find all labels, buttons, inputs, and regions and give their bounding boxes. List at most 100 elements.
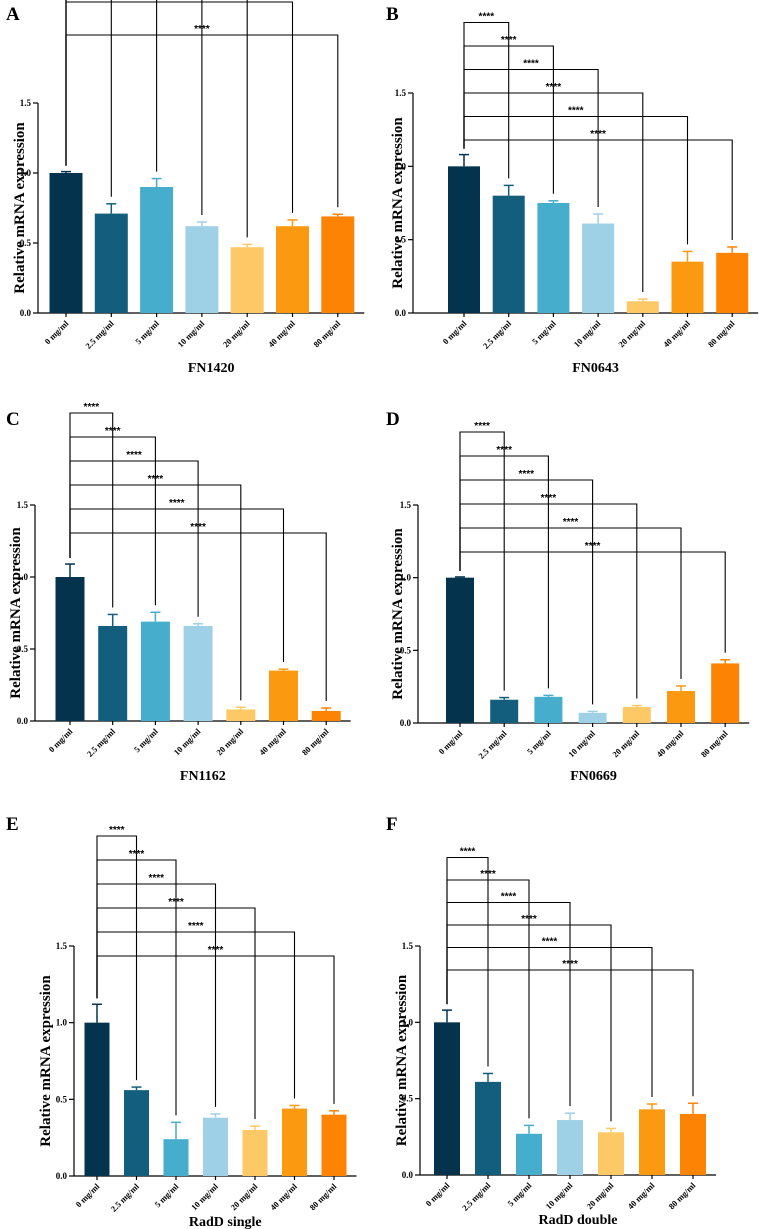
category-label: 0 mg/ml <box>423 1180 451 1208</box>
bar <box>230 247 264 313</box>
bar <box>490 699 519 723</box>
y-axis-title: Relative mRNA expression <box>38 975 54 1147</box>
category-label: 80 mg/ml <box>706 318 737 349</box>
significance-label: **** <box>474 421 490 432</box>
y-axis-title: Relative mRNA expression <box>390 528 406 700</box>
panel-b-chart: B 0.0 0.5 1.0 1.5 Relative mRNA expression 0 m… <box>386 4 759 376</box>
significance-label: **** <box>568 106 584 117</box>
bar <box>140 187 174 313</box>
y-tick-label: 1.0 <box>56 1018 68 1028</box>
significance-label: **** <box>501 892 517 903</box>
category-label: 2.5 mg/ml <box>108 1181 141 1214</box>
bar <box>448 166 480 313</box>
significance-bracket <box>446 901 571 1107</box>
significance-label: **** <box>563 517 579 528</box>
x-axis-title: FN0643 <box>572 361 619 376</box>
significance-label: **** <box>171 0 187 2</box>
category-label: 2.5 mg/ml <box>481 318 514 351</box>
bar <box>578 712 607 723</box>
significance-label: **** <box>562 959 578 970</box>
category-label: 5 mg/ml <box>530 318 558 346</box>
significance-label: **** <box>590 129 606 140</box>
significance-bracket <box>459 551 726 653</box>
significance-label: **** <box>479 12 495 23</box>
bar <box>321 216 355 313</box>
significance-label: **** <box>541 493 557 504</box>
significance-label: **** <box>126 450 142 461</box>
bar <box>680 1113 706 1175</box>
y-tick-label: 1.5 <box>395 88 407 98</box>
category-label: 40 mg/ml <box>625 1180 656 1211</box>
y-tick-label: 0.5 <box>402 1094 414 1104</box>
bar <box>276 226 309 313</box>
significance-bracket <box>65 0 112 197</box>
significance-bracket <box>459 527 682 679</box>
y-tick-label: 0.0 <box>400 718 412 728</box>
y-tick-label: 1.5 <box>400 500 412 510</box>
category-label: 5 mg/ml <box>133 318 161 346</box>
significance-label: **** <box>521 914 537 925</box>
bar <box>667 691 695 723</box>
panel-e-chart: E 0.0 0.5 1.0 1.5 Relative mRNA expression 0 m… <box>6 814 357 1229</box>
panel-letter: F <box>386 814 398 835</box>
category-label: 10 mg/ml <box>175 318 206 349</box>
category-label: 20 mg/ml <box>616 318 647 349</box>
bar <box>203 1117 228 1176</box>
significance-label: **** <box>460 847 476 858</box>
bar <box>446 577 474 723</box>
bar <box>226 709 256 721</box>
y-tick-label: 0.0 <box>56 1171 68 1181</box>
category-label: 20 mg/ml <box>221 318 252 349</box>
y-tick-label: 1.5 <box>56 941 68 951</box>
significance-bracket <box>459 479 594 705</box>
significance-label: **** <box>496 445 512 456</box>
category-label: 80 mg/ml <box>666 1180 697 1211</box>
y-tick-label: 1.5 <box>20 98 32 108</box>
y-tick-label: 1.0 <box>20 168 32 178</box>
bar <box>671 261 704 313</box>
bar <box>475 1081 501 1175</box>
bar <box>492 195 525 313</box>
bar <box>185 226 219 313</box>
y-tick-label: 0.5 <box>17 644 29 654</box>
panel-a-chart: A 0.0 0.5 1.0 1.5 Relative mRNA expression 0 m… <box>6 0 365 376</box>
bar <box>49 173 83 313</box>
panel-f-chart: F 0.0 0.5 1.0 1.5 Relative mRNA expression 0 m… <box>386 814 716 1228</box>
category-label: 80 mg/ml <box>300 726 331 757</box>
y-tick-label: 0.5 <box>395 235 407 245</box>
category-label: 20 mg/ml <box>214 726 245 757</box>
y-tick-label: 1.0 <box>400 573 412 583</box>
y-tick-label: 1.0 <box>17 572 29 582</box>
bar <box>716 252 749 313</box>
significance-label: **** <box>190 522 206 533</box>
y-tick-label: 1.5 <box>17 500 29 510</box>
panel-letter: C <box>6 409 20 430</box>
category-label: 2.5 mg/ml <box>85 726 118 759</box>
significance-bracket <box>65 1 294 213</box>
significance-label: **** <box>480 869 496 880</box>
category-label: 5 mg/ml <box>505 1180 533 1208</box>
bar <box>516 1133 542 1175</box>
significance-label: **** <box>169 498 185 509</box>
category-label: 0 mg/ml <box>46 726 74 754</box>
panel-d-chart: D 0.0 0.5 1.0 1.5 Relative mRNA expression 0 m… <box>386 409 750 784</box>
category-label: 80 mg/ml <box>699 728 730 759</box>
bar <box>98 625 128 721</box>
category-label: 40 mg/ml <box>268 1181 299 1212</box>
significance-label: **** <box>585 541 601 552</box>
y-tick-label: 0.5 <box>56 1094 68 1104</box>
significance-bracket <box>96 955 335 1104</box>
category-label: 2.5 mg/ml <box>476 728 509 761</box>
y-tick-label: 1.0 <box>402 1017 414 1027</box>
panel-c-chart: C 0.0 0.5 1.0 1.5 Relative mRNA expression 0 m… <box>6 402 351 784</box>
significance-label: **** <box>546 82 562 93</box>
y-tick-label: 0.0 <box>402 1170 414 1180</box>
bar <box>84 1022 110 1176</box>
significance-label: **** <box>523 59 539 70</box>
category-label: 10 mg/ml <box>572 318 603 349</box>
significance-label: **** <box>148 873 164 884</box>
panel-letter: D <box>386 409 400 430</box>
category-label: 20 mg/ml <box>610 728 641 759</box>
category-label: 0 mg/ml <box>73 1181 101 1209</box>
